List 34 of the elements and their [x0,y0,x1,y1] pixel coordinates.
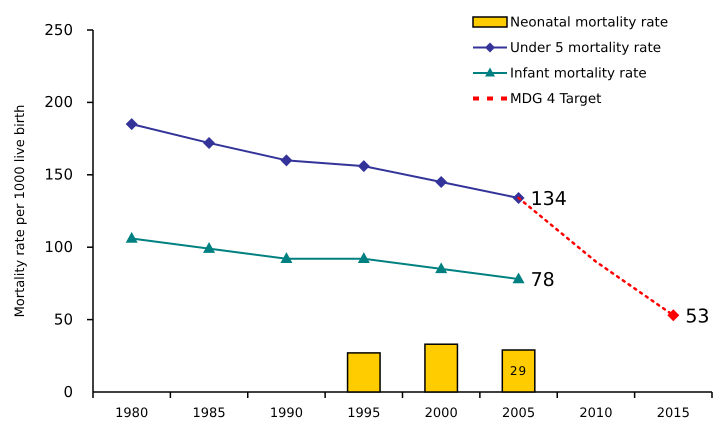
legend-label: MDG 4 Target [510,91,602,108]
y-tick-label: 250 [44,20,73,39]
y-tick-label: 150 [44,166,73,184]
legend-label: Neonatal mortality rate [510,14,668,31]
x-tick-label: 2005 [502,406,536,422]
point [435,176,448,188]
point [203,136,216,149]
point [280,252,292,263]
point [280,154,292,166]
x-tick-label: 1980 [115,406,148,422]
x-tick-label: 2015 [656,406,690,422]
point [126,232,138,243]
point [203,242,216,253]
data-label: 134 [530,188,567,210]
y-tick-label: 100 [44,238,73,256]
x-tick-label: 1995 [347,406,380,422]
legend-label: Infant mortality rate [510,66,647,82]
y-tick-label: 50 [54,310,73,328]
point [512,272,525,284]
data-label: 29 [510,364,528,378]
legend-label: Under 5 mortality rate [510,40,662,56]
x-tick-label: 1985 [192,406,226,422]
point [358,160,370,172]
y-tick-label: 200 [44,93,73,112]
x-tick-label: 2010 [579,406,612,422]
data-label: 78 [530,269,555,292]
point [358,252,370,263]
point [126,118,138,130]
data-label: 53 [685,305,710,328]
point [435,262,448,274]
y-tick-label: 0 [63,382,73,401]
y-axis-title: Mortality rate per 1000 live birth [13,104,28,318]
x-tick-label: 2000 [424,406,458,422]
x-tick-label: 1990 [270,406,303,422]
